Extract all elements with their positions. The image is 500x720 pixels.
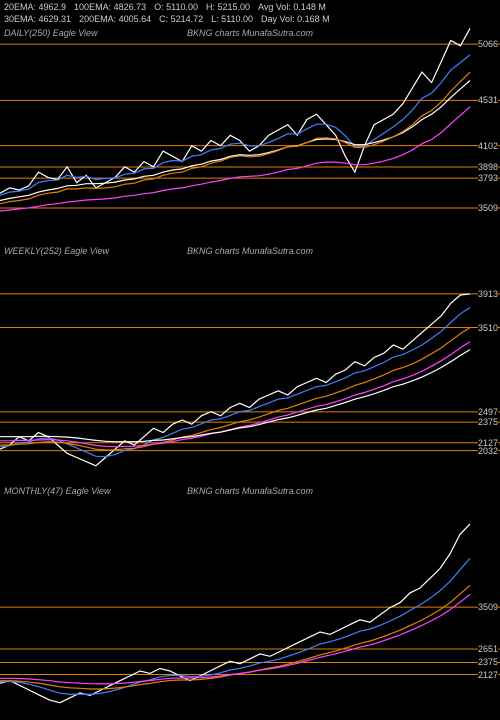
series-ema100 (0, 342, 470, 447)
series-price (0, 524, 470, 703)
series-ema100 (0, 594, 470, 684)
series-ema20 (0, 55, 470, 195)
price-axis-label: 5066 (478, 39, 498, 49)
monthly-plot (0, 480, 500, 720)
price-axis-label: 4102 (478, 141, 498, 151)
daily-panel: 20EMA: 4962.9100EMA: 4826.73O: 5110.00H:… (0, 0, 500, 240)
price-axis-label: 2032 (478, 446, 498, 456)
weekly-plot (0, 240, 500, 480)
price-axis-label: 4531 (478, 95, 498, 105)
price-axis-label: 2497 (478, 407, 498, 417)
price-axis-label: 3509 (478, 602, 498, 612)
series-ema100 (0, 81, 470, 201)
price-axis-label: 3509 (478, 203, 498, 213)
price-axis-label: 2375 (478, 657, 498, 667)
price-axis-label: 2375 (478, 417, 498, 427)
price-axis-label: 3510 (478, 323, 498, 333)
series-price (0, 28, 470, 193)
monthly-panel: MONTHLY(47) Eagle ViewBKNG charts Munafa… (0, 480, 500, 720)
weekly-panel: WEEKLY(252) Eagle ViewBKNG charts Munafa… (0, 240, 500, 480)
price-axis-label: 2651 (478, 644, 498, 654)
price-axis-label: 2127 (478, 670, 498, 680)
price-axis-label: 3913 (478, 289, 498, 299)
series-ema50 (0, 328, 470, 451)
series-ema20 (0, 308, 470, 457)
daily-plot (0, 0, 500, 240)
price-axis-label: 3898 (478, 162, 498, 172)
price-axis-label: 3793 (478, 173, 498, 183)
